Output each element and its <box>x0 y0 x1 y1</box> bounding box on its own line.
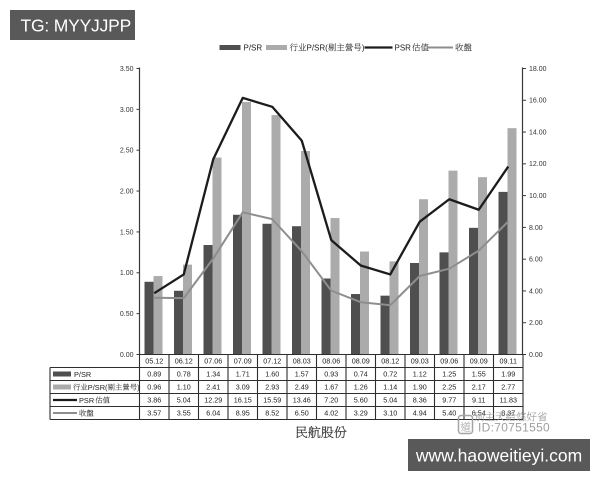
svg-text:08.03: 08.03 <box>293 357 311 366</box>
svg-text:2.17: 2.17 <box>472 383 486 392</box>
svg-text:1.90: 1.90 <box>413 383 427 392</box>
svg-text:12.29: 12.29 <box>204 396 222 405</box>
svg-text:3.00: 3.00 <box>120 107 134 114</box>
svg-text:0.96: 0.96 <box>147 383 161 392</box>
svg-text:14.00: 14.00 <box>529 129 547 136</box>
svg-text:09.11: 09.11 <box>500 357 517 366</box>
svg-text:07.06: 07.06 <box>204 357 222 366</box>
svg-text:8.37: 8.37 <box>501 409 515 418</box>
svg-text:07.12: 07.12 <box>263 357 281 366</box>
svg-text:1.34: 1.34 <box>206 370 220 379</box>
svg-text:www.haoweitieyi.com: www.haoweitieyi.com <box>415 446 582 466</box>
svg-text:ID:70751550: ID:70751550 <box>478 421 550 435</box>
svg-text:08.12: 08.12 <box>381 357 399 366</box>
svg-text:3.50: 3.50 <box>120 66 134 73</box>
svg-text:1.25: 1.25 <box>442 370 456 379</box>
svg-text:1.60: 1.60 <box>265 370 279 379</box>
svg-text:15.59: 15.59 <box>263 396 281 405</box>
svg-text:0.93: 0.93 <box>324 370 338 379</box>
svg-text:0.00: 0.00 <box>120 352 134 359</box>
svg-text:6.54: 6.54 <box>472 409 486 418</box>
svg-text:1.71: 1.71 <box>236 370 250 379</box>
svg-text:2.00: 2.00 <box>120 188 134 195</box>
svg-text:1.57: 1.57 <box>295 370 309 379</box>
svg-text:P/SR: P/SR <box>244 44 263 53</box>
svg-text:5.40: 5.40 <box>442 409 456 418</box>
svg-text:6.00: 6.00 <box>529 257 543 264</box>
svg-text:8.00: 8.00 <box>529 225 543 232</box>
svg-text:PSR: PSR <box>395 44 412 53</box>
svg-text:1.67: 1.67 <box>324 383 338 392</box>
svg-text:8.52: 8.52 <box>265 409 279 418</box>
svg-text:PSR: PSR <box>79 396 94 405</box>
svg-text:4.00: 4.00 <box>529 288 543 295</box>
svg-text:2.77: 2.77 <box>501 383 515 392</box>
svg-text:2.93: 2.93 <box>265 383 279 392</box>
svg-text:09.09: 09.09 <box>470 357 488 366</box>
svg-text:2.50: 2.50 <box>120 148 134 155</box>
svg-text:P/SR(: P/SR( <box>307 44 329 53</box>
svg-text:0.00: 0.00 <box>529 352 543 359</box>
svg-text:1.50: 1.50 <box>120 229 134 236</box>
svg-text:0.78: 0.78 <box>177 370 191 379</box>
svg-text:12.00: 12.00 <box>529 161 547 168</box>
svg-text:16.00: 16.00 <box>529 98 547 105</box>
svg-text:3.57: 3.57 <box>147 409 161 418</box>
svg-text:1.55: 1.55 <box>472 370 486 379</box>
svg-text:0.74: 0.74 <box>354 370 368 379</box>
svg-text:1.14: 1.14 <box>383 383 397 392</box>
svg-text:0.50: 0.50 <box>120 311 134 318</box>
svg-text:08.06: 08.06 <box>322 357 340 366</box>
svg-text:6.04: 6.04 <box>206 409 220 418</box>
svg-text:2.49: 2.49 <box>295 383 309 392</box>
svg-text:2.00: 2.00 <box>529 320 543 327</box>
svg-text:13.46: 13.46 <box>293 396 311 405</box>
svg-text:2.25: 2.25 <box>442 383 456 392</box>
svg-text:0.72: 0.72 <box>383 370 397 379</box>
svg-text:5.04: 5.04 <box>177 396 191 405</box>
svg-text:2.41: 2.41 <box>206 383 220 392</box>
svg-text:P/SR(: P/SR( <box>88 383 108 392</box>
svg-text:16.15: 16.15 <box>234 396 252 405</box>
svg-text:09.06: 09.06 <box>440 357 458 366</box>
svg-text:11.83: 11.83 <box>500 396 517 405</box>
svg-text:3.86: 3.86 <box>147 396 161 405</box>
svg-text:10.00: 10.00 <box>529 193 547 200</box>
svg-text:1.12: 1.12 <box>413 370 427 379</box>
svg-text:4.02: 4.02 <box>324 409 338 418</box>
svg-text:1.26: 1.26 <box>354 383 368 392</box>
svg-text:8.36: 8.36 <box>413 396 427 405</box>
svg-text:3.09: 3.09 <box>236 383 250 392</box>
svg-text:6.50: 6.50 <box>295 409 309 418</box>
svg-text:): ) <box>137 383 139 392</box>
svg-text:9.77: 9.77 <box>442 396 456 405</box>
svg-text:): ) <box>362 44 365 53</box>
svg-text:07.09: 07.09 <box>234 357 252 366</box>
svg-text:1.99: 1.99 <box>501 370 515 379</box>
svg-text:4.94: 4.94 <box>413 409 427 418</box>
svg-text:08.09: 08.09 <box>352 357 370 366</box>
svg-text:05.12: 05.12 <box>145 357 163 366</box>
svg-text:1.00: 1.00 <box>120 270 134 277</box>
svg-text:06.12: 06.12 <box>175 357 193 366</box>
svg-text:5.60: 5.60 <box>354 396 368 405</box>
svg-text:3.10: 3.10 <box>383 409 397 418</box>
svg-text:8.95: 8.95 <box>236 409 250 418</box>
svg-text:9.11: 9.11 <box>472 396 485 405</box>
svg-text:3.55: 3.55 <box>177 409 191 418</box>
svg-text:P/SR: P/SR <box>74 370 91 379</box>
svg-text:0.89: 0.89 <box>147 370 161 379</box>
svg-text:09.03: 09.03 <box>411 357 429 366</box>
svg-text:TG: MYYJJPP: TG: MYYJJPP <box>21 16 132 36</box>
svg-text:1.10: 1.10 <box>177 383 191 392</box>
svg-text:5.04: 5.04 <box>383 396 397 405</box>
svg-text:18.00: 18.00 <box>529 66 547 73</box>
svg-text:3.29: 3.29 <box>354 409 368 418</box>
svg-text:7.20: 7.20 <box>324 396 338 405</box>
